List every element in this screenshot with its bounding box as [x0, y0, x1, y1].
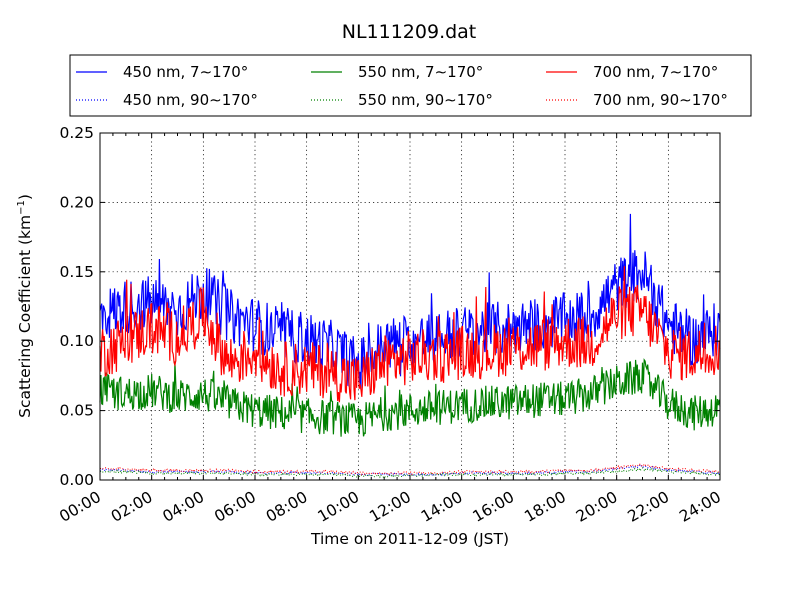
legend-box	[69, 54, 752, 117]
legend-label: 700 nm, 7∼170°	[593, 63, 718, 81]
x-tick-label: 24:00	[676, 488, 724, 526]
x-tick-label: 22:00	[625, 488, 673, 526]
legend-label: 450 nm, 90∼170°	[123, 91, 258, 109]
x-tick-label: 06:00	[211, 488, 259, 526]
x-tick-label: 20:00	[573, 488, 621, 526]
y-tick-label: 0.05	[59, 402, 94, 420]
y-axis-label: Scattering Coefficient (km−1)	[16, 194, 34, 418]
chart-title: NL111209.dat	[342, 21, 477, 43]
plot-area: 0.00 0.05 0.10 0.15 0.20 0.25 00:00 02:00 04:00…	[56, 124, 724, 526]
x-tick-label: 04:00	[160, 488, 208, 526]
legend-label: 550 nm, 90∼170°	[358, 91, 493, 109]
x-tick-label: 00:00	[56, 488, 104, 526]
y-axis: 0.00 0.05 0.10 0.15 0.20 0.25	[59, 124, 720, 489]
x-tick-label: 12:00	[366, 488, 414, 526]
x-tick-label: 02:00	[108, 488, 156, 526]
x-tick-label: 18:00	[521, 488, 569, 526]
y-tick-label: 0.10	[59, 332, 94, 350]
series-line	[99, 213, 721, 390]
y-tick-label: 0.20	[59, 193, 94, 211]
legend-label: 700 nm, 90∼170°	[593, 91, 728, 109]
series-line	[99, 463, 721, 476]
y-axis-label-exponent: −1	[16, 200, 27, 215]
x-tick-label: 16:00	[470, 488, 518, 526]
x-tick-label: 10:00	[315, 488, 363, 526]
y-axis-label-main: Scattering Coefficient (km	[16, 215, 34, 418]
y-tick-label: 0.25	[59, 124, 94, 142]
legend: 450 nm, 7∼170° 450 nm, 90∼170° 550 nm, 7∼1…	[69, 54, 752, 117]
series-layer	[99, 213, 721, 479]
x-axis-label: Time on 2011-12-09 (JST)	[310, 530, 509, 548]
y-tick-label: 0.00	[59, 471, 94, 489]
legend-label: 450 nm, 7∼170°	[123, 63, 248, 81]
y-axis-label-suffix: )	[16, 194, 34, 200]
x-tick-label: 14:00	[418, 488, 466, 526]
legend-label: 550 nm, 7∼170°	[358, 63, 483, 81]
x-tick-label: 08:00	[263, 488, 311, 526]
series-line	[99, 266, 721, 403]
y-tick-label: 0.15	[59, 263, 94, 281]
series-line	[99, 358, 721, 437]
series-line	[99, 464, 721, 477]
grid	[100, 133, 720, 480]
